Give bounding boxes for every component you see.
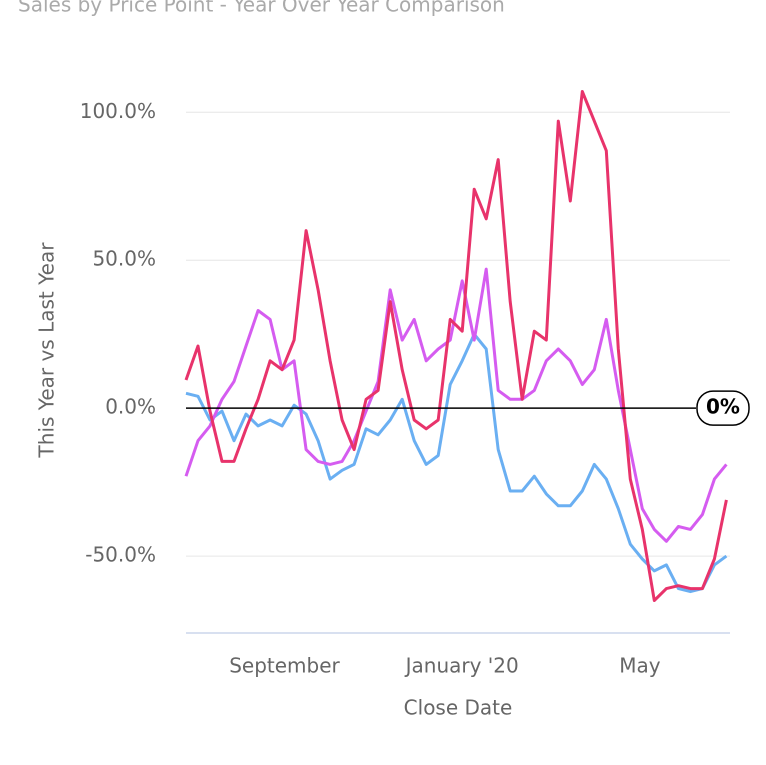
x-tick-label: September (229, 654, 340, 678)
y-axis-label: This Year vs Last Year (35, 242, 59, 459)
y-tick-label: 0.0% (105, 395, 156, 419)
x-tick-label: May (619, 654, 661, 678)
chart-title: Sales by Price Point - Year Over Year Co… (18, 0, 505, 17)
y-tick-label: 50.0% (92, 247, 156, 271)
zero-label: 0% (706, 395, 740, 419)
x-axis-label: Close Date (404, 696, 513, 720)
series-line (184, 90, 728, 602)
series-line (185, 332, 728, 594)
x-tick-label: January '20 (404, 654, 519, 678)
y-tick-label: 100.0% (80, 99, 156, 123)
zero-label-box (696, 390, 750, 426)
y-tick-label: -50.0% (85, 543, 156, 567)
series-line (184, 267, 728, 543)
